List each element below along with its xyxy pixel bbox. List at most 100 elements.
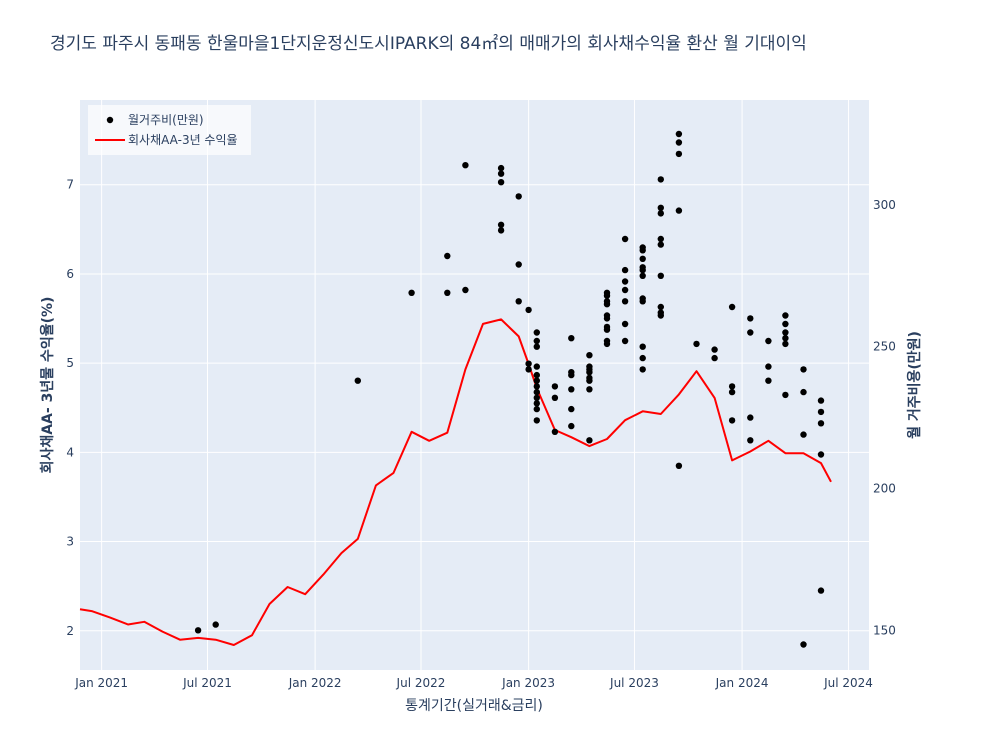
y-left-tick-label: 5 (66, 356, 74, 370)
scatter-point (515, 298, 522, 305)
scatter-point (603, 298, 611, 305)
scatter-point (747, 329, 754, 336)
scatter-point (639, 272, 646, 279)
x-tick-label: Jul 2024 (823, 676, 873, 690)
y-left-axis-title: 회사채AA- 3년물 수익율(%) (39, 297, 56, 474)
scatter-point (212, 621, 219, 628)
scatter-point (533, 405, 540, 413)
y-left-tick-label: 6 (66, 267, 74, 281)
x-axis-title: 통계기간(실거래&금리) (405, 698, 543, 714)
scatter-point (675, 150, 683, 158)
scatter-point (765, 337, 772, 345)
scatter-point (621, 286, 629, 294)
scatter-point (568, 369, 575, 376)
y-left-tick-label: 2 (66, 624, 74, 638)
chart-title: 경기도 파주시 동패동 한울마을1단지운정신도시IPARK의 84㎡의 매매가의… (50, 34, 807, 54)
scatter-point (657, 176, 664, 183)
scatter-point (675, 462, 683, 469)
scatter-point (603, 323, 611, 331)
scatter-point (515, 261, 522, 268)
scatter-point (711, 354, 718, 362)
scatter-point (728, 303, 736, 311)
scatter-point (639, 366, 646, 373)
scatter-point (817, 408, 825, 416)
scatter-point (462, 286, 469, 294)
scatter-point (675, 130, 683, 138)
yield-line (79, 318, 832, 646)
scatter-point (533, 329, 540, 336)
x-tick-label: Jan 2022 (288, 676, 342, 690)
scatter-point (497, 221, 505, 228)
y-right-tick-label: 300 (873, 198, 896, 212)
scatter-point (657, 303, 664, 311)
scatter-point (800, 366, 807, 373)
grid-lines (80, 100, 869, 670)
scatter-series-layer (194, 130, 825, 648)
scatter-point (639, 295, 646, 302)
scatter-point (525, 360, 532, 367)
scatter-point (603, 312, 611, 319)
x-axis-ticks: Jan 2021 Jul 2021 Jan 2022 Jul 2022 Jan 2023… (74, 676, 873, 690)
scatter-point (533, 343, 540, 350)
scatter-point (551, 383, 559, 390)
scatter-point (782, 391, 789, 399)
scatter-point (621, 320, 629, 328)
scatter-point (354, 377, 361, 384)
scatter-point (533, 337, 540, 345)
scatter-point (551, 428, 559, 435)
scatter-point (639, 343, 646, 350)
scatter-point (533, 417, 540, 424)
scatter-point (800, 431, 807, 438)
y-right-axis-ticks: 150 200 250 300 (873, 198, 896, 637)
scatter-point (462, 162, 469, 169)
legend-label-line[interactable]: 회사채AA-3년 수익율 (128, 133, 238, 147)
scatter-point (800, 388, 807, 396)
y-left-tick-label: 3 (66, 535, 74, 549)
scatter-point (525, 366, 532, 373)
scatter-point (408, 289, 415, 296)
scatter-point (497, 227, 505, 234)
legend[interactable]: 월거주비(만원) 회사채AA-3년 수익율 (88, 105, 251, 155)
x-tick-label: Jul 2023 (609, 676, 659, 690)
scatter-point (568, 405, 575, 413)
scatter-point (765, 377, 772, 384)
x-tick-label: Jan 2024 (715, 676, 769, 690)
scatter-point (603, 337, 611, 345)
legend-label-scatter[interactable]: 월거주비(만원) (128, 113, 204, 127)
scatter-point (728, 417, 736, 424)
scatter-point (639, 264, 646, 271)
scatter-point (693, 340, 700, 348)
y-right-tick-label: 200 (873, 482, 896, 496)
scatter-point (533, 394, 540, 401)
scatter-point (817, 420, 825, 427)
legend-scatter-marker (106, 116, 114, 124)
scatter-point (621, 278, 629, 285)
scatter-point (657, 272, 664, 279)
scatter-point (747, 437, 754, 444)
scatter-point (586, 437, 593, 444)
scatter-point (444, 289, 451, 296)
scatter-point (782, 335, 789, 342)
scatter-point (782, 340, 789, 348)
y-left-tick-label: 4 (66, 445, 74, 459)
scatter-point (817, 587, 825, 594)
scatter-point (639, 354, 646, 362)
y-left-tick-label: 7 (66, 178, 74, 192)
scatter-point (817, 397, 825, 404)
scatter-point (657, 241, 664, 248)
scatter-point (782, 329, 789, 336)
scatter-point (621, 337, 629, 345)
scatter-point (711, 346, 718, 353)
scatter-point (444, 252, 451, 260)
y-left-axis-ticks: 2 3 4 5 6 7 (66, 178, 74, 638)
scatter-point (747, 315, 754, 322)
scatter-point (497, 179, 505, 186)
scatter-point (586, 374, 593, 382)
scatter-point (657, 235, 664, 243)
scatter-point (621, 298, 629, 305)
scatter-point (621, 266, 629, 274)
scatter-point (675, 139, 683, 146)
scatter-point (782, 320, 789, 328)
